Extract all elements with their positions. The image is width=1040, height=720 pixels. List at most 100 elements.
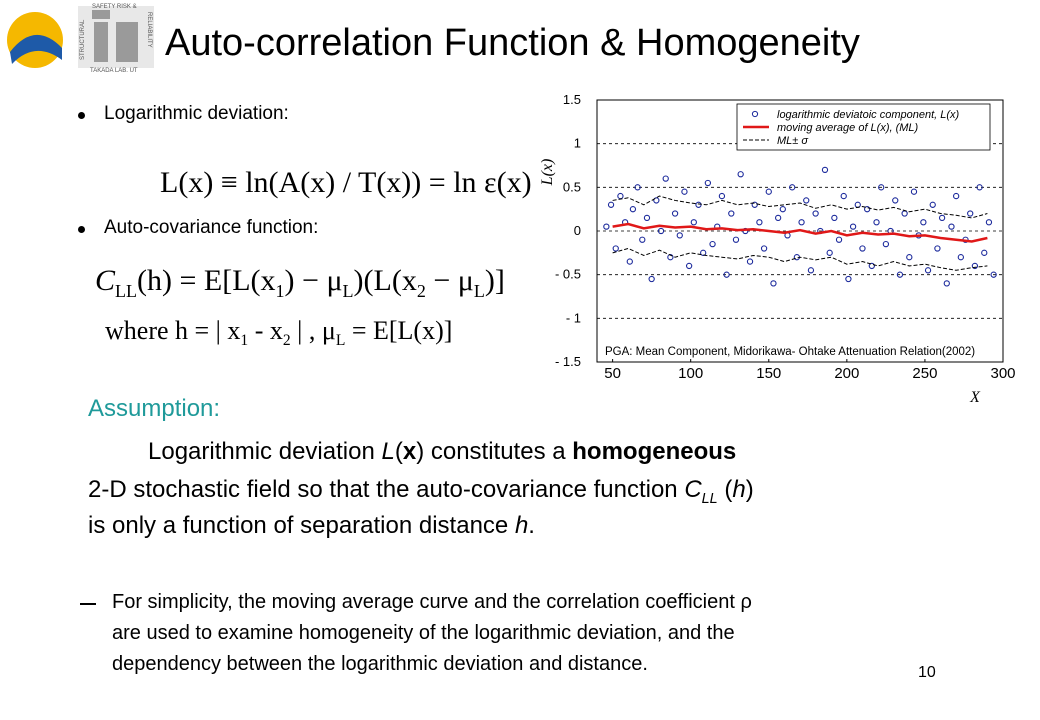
y-tick-label: 1.5 — [563, 92, 581, 107]
formula-part: )] — [484, 264, 505, 297]
y-tick-label: - 1 — [566, 310, 581, 325]
point — [789, 184, 796, 191]
y-tick-label: - 1.5 — [555, 354, 581, 369]
point — [690, 219, 697, 226]
point — [831, 214, 838, 222]
moving-average-line — [612, 222, 988, 243]
point — [943, 280, 950, 287]
point — [812, 210, 819, 217]
point — [859, 245, 866, 252]
text: x — [402, 438, 417, 465]
point — [840, 192, 847, 200]
y-tick-label: 0.5 — [563, 179, 581, 194]
point — [760, 245, 768, 252]
point — [910, 188, 918, 195]
assumption-line: is only a function of separation distanc… — [88, 512, 535, 540]
formula-part: - x — [248, 316, 283, 345]
point — [924, 267, 932, 274]
point — [878, 184, 885, 191]
point — [671, 210, 679, 217]
point — [779, 206, 786, 213]
point — [653, 197, 660, 204]
annotation-box — [600, 343, 1000, 359]
text: LL — [702, 491, 718, 507]
point — [607, 201, 615, 208]
point — [863, 206, 871, 213]
point — [681, 188, 688, 195]
bullet-dot — [78, 226, 85, 233]
point — [634, 184, 641, 191]
x-axis-label: X — [969, 389, 981, 406]
formula-part: where h = | x — [105, 316, 241, 345]
x-tick-label: 100 — [678, 365, 703, 382]
point — [639, 236, 646, 243]
legend-label: logarithmic deviatoic component, L(x) — [777, 109, 960, 121]
point — [826, 249, 833, 256]
formula-sub: 1 — [240, 332, 249, 350]
assumption-line: Logarithmic deviation L(x) constitutes a… — [148, 438, 736, 466]
sigma-line — [612, 195, 988, 219]
annotation: PGA: Mean Component, Midorikawa- Ohtake … — [605, 346, 975, 358]
y-axis-label: L(x) — [539, 159, 556, 187]
logo-emblem-part — [10, 34, 62, 64]
point — [929, 201, 936, 208]
legend-label: moving average of L(x), (ML) — [777, 122, 919, 134]
point — [662, 175, 669, 182]
text: C — [684, 476, 702, 503]
assumption-heading: Assumption: — [88, 395, 221, 422]
logo-bar — [116, 22, 138, 62]
formula-sub: L — [342, 281, 354, 301]
point — [685, 262, 693, 270]
point — [648, 275, 655, 283]
x-tick-label: 250 — [912, 365, 937, 382]
formula-sub: 2 — [416, 281, 426, 301]
note-line: are used to examine homogeneity of the l… — [112, 622, 735, 644]
point — [938, 214, 946, 222]
point — [709, 240, 716, 248]
bullet: Logarithmic deviation: — [104, 103, 289, 124]
text: h — [514, 512, 529, 539]
point — [934, 245, 941, 252]
point — [643, 214, 651, 222]
point — [700, 249, 707, 256]
point — [976, 184, 983, 191]
formula: CLL(h) = E[L(x1) − μL)(L(x2 − μL)] — [95, 264, 505, 302]
formula-part: = E[L(x)] — [345, 316, 453, 345]
text: LL — [701, 490, 718, 507]
text: ( — [717, 476, 733, 503]
legend-marker — [751, 110, 759, 118]
x-tick-label: 200 — [834, 365, 859, 382]
text: . — [528, 512, 535, 539]
text: h — [732, 476, 746, 503]
point — [737, 171, 744, 178]
point — [967, 210, 974, 217]
point — [612, 245, 619, 252]
logo-bar — [92, 10, 110, 19]
point — [746, 258, 754, 265]
point — [971, 262, 979, 270]
formula-sub: L — [473, 281, 485, 301]
y-tick-label: 0 — [574, 223, 581, 238]
point — [756, 219, 763, 226]
point — [695, 201, 702, 208]
formula-sub: 2 — [282, 332, 291, 350]
text: 2-D stochastic field so that the auto-co… — [88, 476, 685, 503]
formula-sub: L — [335, 332, 346, 350]
text: Logarithmic deviation — [148, 438, 382, 465]
bullet: Auto-covariance function: — [104, 217, 319, 238]
logo: SAFETY RISK & RELIABILITY STRUCTURAL TAK… — [7, 4, 154, 74]
bullet-dot — [78, 112, 85, 119]
point — [803, 197, 810, 204]
point — [981, 249, 988, 256]
point — [849, 223, 857, 230]
point — [920, 219, 927, 226]
plot-frame — [596, 99, 1004, 363]
logo-text: SAFETY RISK & — [92, 4, 137, 10]
legend-label: ML± σ — [777, 135, 808, 147]
note-line: For simplicity, the moving average curve… — [112, 591, 752, 613]
note-line: dependency between the logarithmic devia… — [112, 653, 648, 675]
dash-marker — [80, 603, 96, 605]
formula-sub: 1 — [275, 281, 285, 301]
